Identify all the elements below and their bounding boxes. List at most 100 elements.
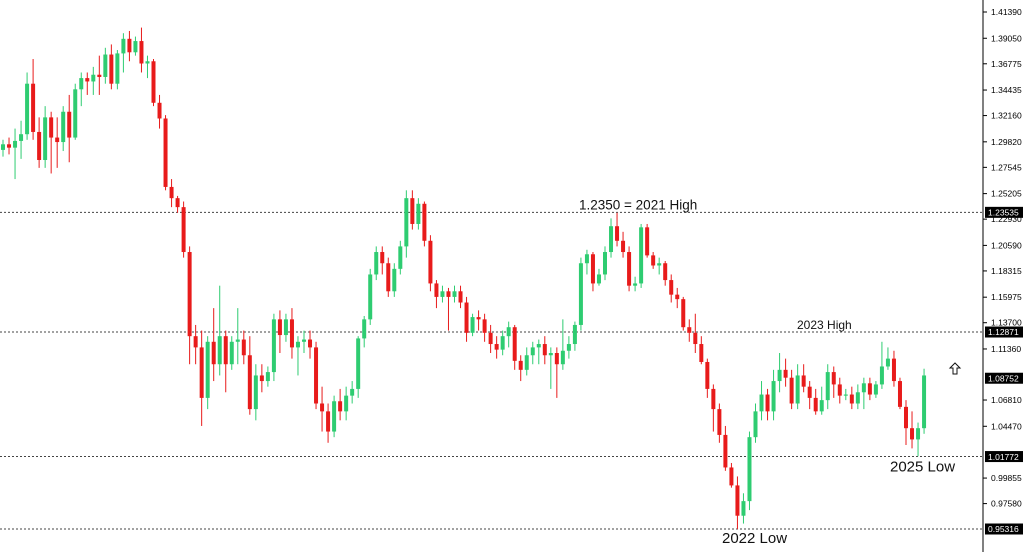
candle-body xyxy=(446,291,451,297)
level-annotation: 1.2350 = 2021 High xyxy=(579,197,697,212)
candle-body xyxy=(639,227,644,284)
candle-body xyxy=(229,341,234,365)
candle-body xyxy=(735,485,740,516)
candle-body xyxy=(368,274,373,320)
candle-body xyxy=(392,268,397,292)
candle-body xyxy=(596,274,601,284)
y-tick-label: 1.22930 xyxy=(991,214,1022,224)
candle-body xyxy=(37,131,42,161)
candle-body xyxy=(289,319,294,348)
candle-body xyxy=(452,291,457,297)
candle-body xyxy=(621,240,626,253)
candle-body xyxy=(362,319,367,339)
candle-body xyxy=(669,280,674,295)
candle-body xyxy=(855,392,860,404)
level-price-label: 1.23535 xyxy=(988,208,1019,218)
candle-body xyxy=(259,375,264,382)
candle-body xyxy=(789,377,794,404)
price-axis: 1.41390 1.39050 1.36775 1.34435 1.32160 1.298… xyxy=(983,7,1022,509)
candle-body xyxy=(609,226,614,253)
candle-body xyxy=(627,252,632,286)
candle-body xyxy=(115,53,120,84)
level-price-box xyxy=(985,451,1023,463)
candle-body xyxy=(332,401,337,432)
candle-body xyxy=(705,361,710,389)
candle-body xyxy=(103,54,108,77)
candle-body xyxy=(518,360,523,370)
candle-body xyxy=(897,381,902,407)
candle-body xyxy=(615,226,620,241)
candle-body xyxy=(542,344,547,356)
candle-body xyxy=(663,263,668,281)
candle-body xyxy=(795,375,800,404)
y-tick-label: 1.34435 xyxy=(991,85,1022,95)
price-labels: 1.23535 1.12871 1.01772 0.95316 1.08752 xyxy=(985,206,1023,535)
level-price-box xyxy=(985,206,1023,218)
candle-body xyxy=(687,327,692,333)
candle-body xyxy=(422,203,427,241)
candle-body xyxy=(163,118,168,187)
candle-body xyxy=(771,381,776,412)
level-price-label: 1.01772 xyxy=(988,452,1019,462)
candle-body xyxy=(434,283,439,297)
candle-body xyxy=(145,61,150,64)
candle-body xyxy=(843,394,848,396)
candle-body xyxy=(506,327,511,337)
candle-body xyxy=(85,78,90,82)
candle-body xyxy=(308,339,313,348)
candle-body xyxy=(217,336,222,365)
level-price-label: 0.95316 xyxy=(988,524,1019,534)
candle-body xyxy=(651,255,656,266)
candle-body xyxy=(247,355,252,410)
candle-body xyxy=(205,341,210,398)
candle-body xyxy=(819,400,824,412)
candle-body xyxy=(560,350,565,365)
candle-body xyxy=(97,74,102,77)
candle-body xyxy=(524,355,529,370)
candle-body xyxy=(398,246,403,269)
candle-body xyxy=(723,434,728,468)
candle-body xyxy=(43,117,48,161)
candle-body xyxy=(494,344,499,350)
candle-body xyxy=(253,375,258,410)
level-annotation: 2025 Low xyxy=(890,459,955,476)
candle-body xyxy=(79,78,84,90)
level-price-box xyxy=(985,326,1023,338)
candle-body xyxy=(235,339,240,342)
candle-body xyxy=(326,411,331,432)
candle-body xyxy=(302,339,306,342)
candle-body xyxy=(175,198,180,208)
up-arrow-icon xyxy=(948,362,962,375)
y-tick-label: 0.99855 xyxy=(991,473,1022,483)
candle-body xyxy=(904,406,908,429)
y-tick-label: 1.13700 xyxy=(991,318,1022,328)
candle-body xyxy=(891,358,896,382)
candle-body xyxy=(416,203,421,224)
candle-body xyxy=(181,207,186,253)
candle-body xyxy=(500,336,505,350)
candle-body xyxy=(873,384,878,395)
candle-body xyxy=(578,263,583,325)
candle-body xyxy=(25,83,30,135)
candle-body xyxy=(717,409,722,435)
candle-body xyxy=(693,332,698,345)
y-tick-label: 1.18315 xyxy=(991,266,1022,276)
candle-body xyxy=(7,144,12,148)
candle-body xyxy=(49,117,54,138)
candle-body xyxy=(584,254,589,264)
candle-body xyxy=(133,41,138,53)
support-resistance-levels xyxy=(0,211,983,530)
candle-body xyxy=(350,388,355,396)
y-tick-label: 1.25205 xyxy=(991,189,1022,199)
candle-body xyxy=(476,317,481,320)
candle-body xyxy=(747,437,752,502)
candle-body xyxy=(193,336,198,348)
y-tick-label: 1.29820 xyxy=(991,137,1022,147)
y-tick-label: 1.39050 xyxy=(991,33,1022,43)
candle-body xyxy=(91,74,96,82)
candle-body xyxy=(410,198,415,224)
candle-body xyxy=(741,501,746,516)
candle-body xyxy=(199,347,204,398)
candle-body xyxy=(109,54,114,84)
candle-body xyxy=(277,319,282,336)
